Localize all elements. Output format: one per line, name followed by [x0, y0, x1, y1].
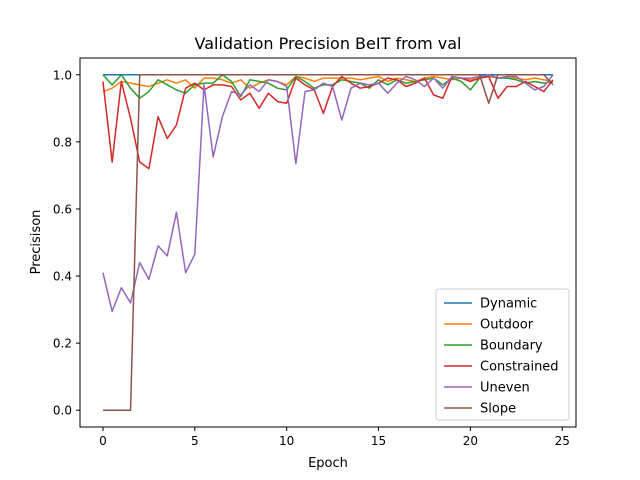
legend-label-outdoor: Outdoor: [480, 318, 534, 333]
y-axis: 0.0 0.2 0.4 0.6 0.8 1.0: [53, 68, 80, 418]
y-axis-label: Precisison: [29, 210, 44, 275]
y-tick-label: 0.6: [53, 202, 72, 216]
x-tick-label: 0: [99, 434, 107, 448]
x-tick-label: 25: [555, 434, 570, 448]
legend-label-dynamic: Dynamic: [480, 297, 537, 312]
legend-label-constrained: Constrained: [480, 360, 559, 375]
y-tick-label: 0.2: [53, 337, 72, 351]
x-tick-label: 5: [191, 434, 199, 448]
legend-label-boundary: Boundary: [480, 339, 543, 354]
y-tick-label: 0.8: [53, 135, 72, 149]
legend: Dynamic Outdoor Boundary Constrained Uneven S…: [435, 288, 570, 421]
series-line-uneven: [102, 74, 554, 313]
legend-label-uneven: Uneven: [480, 381, 530, 396]
x-tick-label: 20: [463, 434, 478, 448]
x-axis: 0 5 10 15 20 25: [99, 427, 570, 448]
plot-series: [102, 74, 554, 411]
series-line-slope: [102, 74, 554, 411]
x-axis-label: Epoch: [308, 456, 348, 471]
x-tick-label: 10: [279, 434, 294, 448]
plot-frame: [79, 57, 577, 428]
y-tick-label: 0.0: [53, 404, 72, 418]
legend-label-slope: Slope: [480, 402, 516, 417]
y-tick-label: 1.0: [53, 68, 72, 82]
series-line-constrained: [102, 75, 554, 170]
y-tick-label: 0.4: [53, 270, 72, 284]
chart-title: Validation Precision BeIT from val: [194, 34, 461, 53]
x-tick-label: 15: [371, 434, 386, 448]
